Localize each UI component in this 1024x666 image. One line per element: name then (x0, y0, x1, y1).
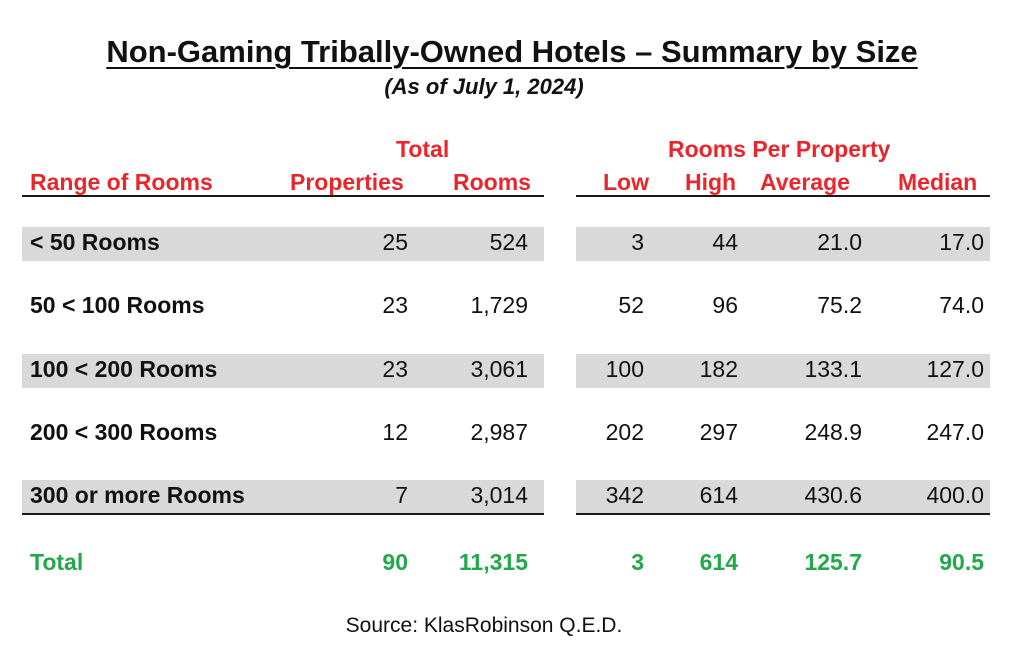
row-label: 50 < 100 Rooms (30, 292, 205, 318)
row-average: 430.6 (804, 482, 862, 508)
total-label: Total (30, 549, 84, 575)
row-band-right (576, 227, 990, 261)
row-average: 21.0 (817, 229, 862, 255)
row-properties: 7 (395, 482, 408, 508)
header-total-group: Total (396, 136, 450, 162)
row-median: 247.0 (926, 419, 984, 445)
page-subtitle: (As of July 1, 2024) (384, 74, 584, 99)
header-rule-right (576, 195, 990, 197)
row-low: 342 (605, 482, 644, 508)
row-rooms: 524 (489, 229, 528, 255)
row-band-right (576, 480, 990, 514)
row-label: 100 < 200 Rooms (30, 356, 218, 382)
total-average: 125.7 (804, 549, 862, 575)
row-high: 182 (699, 356, 738, 382)
row-high: 297 (699, 419, 738, 445)
row-average: 248.9 (804, 419, 862, 445)
header-rule-left (22, 195, 544, 197)
row-label: 300 or more Rooms (30, 482, 245, 508)
row-low: 3 (631, 229, 644, 255)
row-low: 202 (605, 419, 644, 445)
total-low: 3 (631, 549, 644, 575)
row-band-left (22, 354, 544, 388)
row-properties: 25 (382, 229, 408, 255)
row-high: 96 (712, 292, 738, 318)
header-rooms-per-property-group: Rooms Per Property (668, 136, 891, 162)
total-properties: 90 (382, 549, 408, 575)
row-rooms: 2,987 (470, 419, 528, 445)
total-rooms: 11,315 (458, 549, 528, 575)
row-high: 614 (699, 482, 738, 508)
header-high: High (685, 169, 737, 195)
row-average: 75.2 (817, 292, 862, 318)
row-low: 52 (618, 292, 644, 318)
total-median: 90.5 (939, 549, 984, 575)
row-median: 17.0 (939, 229, 984, 255)
header-median: Median (898, 169, 978, 195)
row-high: 44 (712, 229, 738, 255)
row-band-left (22, 480, 544, 514)
header-average: Average (760, 169, 850, 195)
header-low: Low (603, 169, 649, 195)
total-high: 614 (699, 549, 738, 575)
row-band-left (22, 227, 544, 261)
row-median: 74.0 (939, 292, 984, 318)
source-note: Source: KlasRobinson Q.E.D. (345, 614, 623, 637)
row-properties: 12 (382, 419, 408, 445)
header-properties: Properties (290, 169, 404, 195)
row-low: 100 (605, 356, 644, 382)
total-rule-right (576, 513, 990, 515)
row-band-right (576, 354, 990, 388)
row-median: 127.0 (926, 356, 984, 382)
row-label: 200 < 300 Rooms (30, 419, 218, 445)
row-rooms: 3,061 (470, 356, 528, 382)
row-rooms: 1,729 (470, 292, 528, 318)
row-average: 133.1 (804, 356, 862, 382)
page-title: Non-Gaming Tribally-Owned Hotels – Summa… (106, 34, 918, 69)
row-properties: 23 (382, 356, 408, 382)
header-range-of-rooms: Range of Rooms (30, 169, 213, 195)
header-rooms: Rooms (453, 169, 531, 195)
total-rule-left (22, 513, 544, 515)
row-rooms: 3,014 (470, 482, 528, 508)
row-label: < 50 Rooms (30, 229, 160, 255)
row-median: 400.0 (926, 482, 984, 508)
row-properties: 23 (382, 292, 408, 318)
